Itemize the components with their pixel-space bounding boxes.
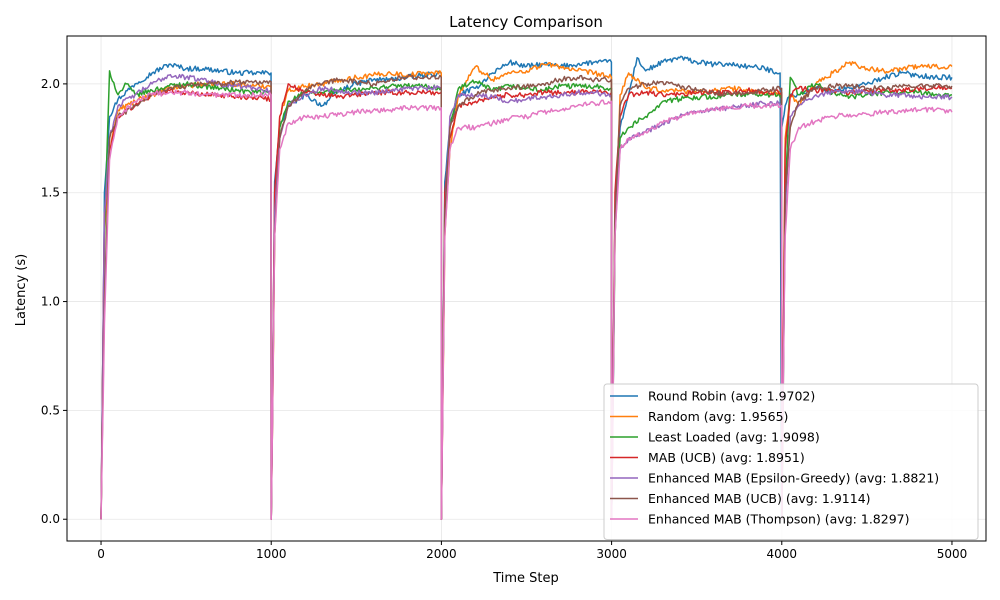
y-tick-label: 1.0 xyxy=(41,295,60,309)
tick-layer: 0 1000 2000 3000 4000 5000 0.0 0.5 1.0 1.5 2.0 xyxy=(41,77,967,561)
legend-label: Round Robin (avg: 1.9702) xyxy=(648,389,815,404)
y-tick-label: 1.5 xyxy=(41,186,60,200)
legend-label: MAB (UCB) (avg: 1.8951) xyxy=(648,450,805,465)
y-tick-label: 2.0 xyxy=(41,77,60,91)
x-tick-label: 1000 xyxy=(256,547,287,561)
legend-label: Least Loaded (avg: 1.9098) xyxy=(648,430,820,445)
x-tick-label: 3000 xyxy=(596,547,627,561)
legend-label: Enhanced MAB (Epsilon-Greedy) (avg: 1.88… xyxy=(648,471,939,486)
legend-label: Enhanced MAB (UCB) (avg: 1.9114) xyxy=(648,491,871,506)
x-tick-label: 5000 xyxy=(937,547,968,561)
chart-title: Latency Comparison xyxy=(449,13,603,31)
plot-frame xyxy=(66,35,987,542)
legend-label: Random (avg: 1.9565) xyxy=(648,409,788,424)
series-line xyxy=(100,73,953,520)
y-tick-label: 0.0 xyxy=(41,512,60,526)
x-tick-label: 2000 xyxy=(426,547,457,561)
y-tick-label: 0.5 xyxy=(41,403,60,417)
x-tick-label: 4000 xyxy=(767,547,798,561)
series-layer xyxy=(100,55,953,520)
x-tick-label: 0 xyxy=(97,547,105,561)
x-axis-label: Time Step xyxy=(492,571,559,586)
y-axis-label: Latency (s) xyxy=(14,254,29,326)
series-line xyxy=(100,74,953,520)
series-line xyxy=(100,70,953,520)
legend-box xyxy=(603,383,979,540)
series-line xyxy=(100,89,953,520)
legend: Round Robin (avg: 1.9702) Random (avg: 1.… xyxy=(603,383,979,540)
legend-label: Enhanced MAB (Thompson) (avg: 1.8297) xyxy=(648,512,909,527)
